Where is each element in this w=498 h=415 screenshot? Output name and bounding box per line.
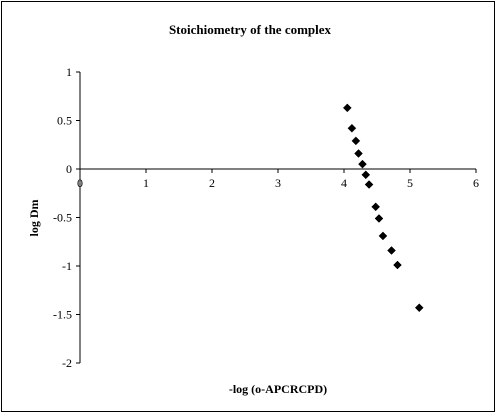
x-axis-label: -log (o-APCRCPD) [229,382,327,396]
x-tick-label: 3 [275,176,281,190]
x-tick-label: 1 [143,176,149,190]
y-tick-label: -2 [62,356,72,370]
data-point [361,170,371,180]
data-point [347,123,357,133]
y-tick-label: 0.5 [57,114,72,128]
x-tick-label: 6 [473,176,479,190]
data-point [378,231,388,241]
data-point [351,136,361,146]
y-tick-label: -0.5 [53,211,72,225]
plot-area: 1 0.5 0 -0.5 -1 -1.5 -2 0 1 2 3 4 5 6 [53,65,479,370]
data-point [393,260,402,270]
chart-title: Stoichiometry of the complex [169,22,332,37]
data-point [342,103,352,113]
y-tick-label: -1 [62,259,72,273]
y-axis-label: log Dm [27,200,41,237]
y-tick-label: 0 [66,162,72,176]
y-tick-label: -1.5 [53,308,72,322]
y-tick-label: 1 [66,65,72,79]
data-point [354,149,363,158]
data-point [358,159,367,169]
data-point [364,180,374,189]
x-tick-label: 4 [341,176,347,190]
data-point [374,214,384,223]
x-tick-label: 5 [407,176,413,190]
x-tick-label: 2 [209,176,215,190]
x-tick-label: 0 [77,176,83,190]
data-point [387,246,396,255]
data-point [371,202,381,212]
data-point [414,303,424,313]
